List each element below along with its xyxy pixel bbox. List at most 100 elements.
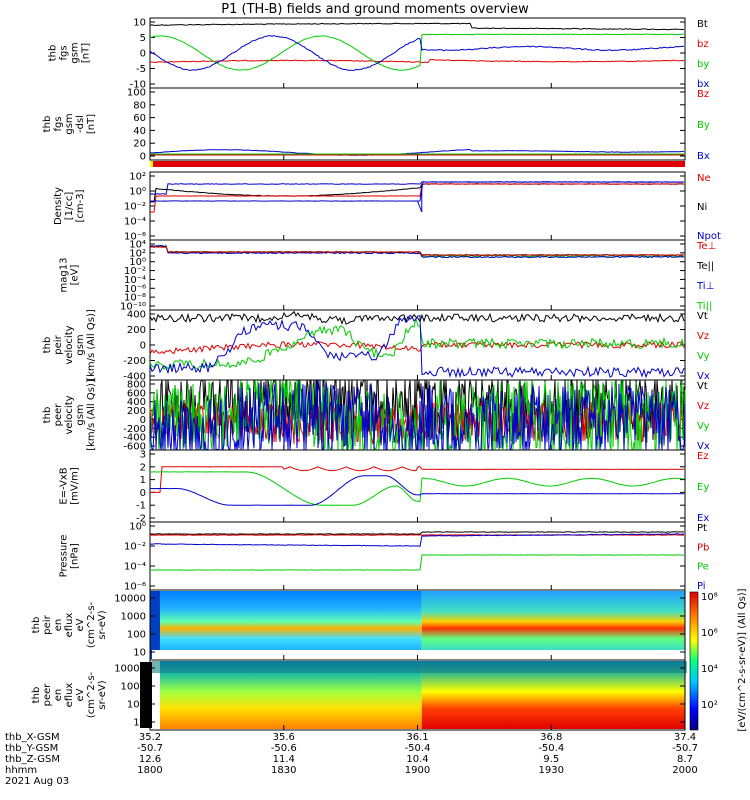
x-tick-label: -50.6 <box>271 743 297 754</box>
y-tick-label: 10⁻⁴ <box>124 217 146 228</box>
y-axis-label: peer <box>53 403 64 427</box>
y-axis-label: peer <box>42 683 53 707</box>
y-axis-label: en <box>53 689 64 702</box>
x-tick-label: 1830 <box>271 765 296 776</box>
legend-entry: Vy <box>697 351 710 362</box>
x-tick-label: 35.2 <box>139 732 161 743</box>
quality-flag-bar-yellow <box>150 161 153 167</box>
y-tick-label: 0 <box>140 488 146 499</box>
x-tick-label: -50.4 <box>538 743 564 754</box>
heatmap-region-1 <box>160 591 422 659</box>
y-tick-label: 0 <box>140 152 146 163</box>
y-tick-label: 20 <box>133 139 146 150</box>
y-axis-label: Density <box>53 187 64 225</box>
series-Pe <box>149 554 684 571</box>
y-tick-label: 200 <box>127 406 146 417</box>
legend-entry: Ti|| <box>696 301 712 312</box>
x-tick-label: -50.7 <box>672 743 698 754</box>
panel-density: 10² 10⁰ 10⁻² 10⁻⁴ 10⁻⁶ Density [1/cc] [cm-3] Ne N… <box>53 171 721 243</box>
x-axis-row-label: thb_Z-GSM <box>5 754 60 765</box>
series-Ey <box>150 471 685 506</box>
y-tick-label: 10⁰ <box>129 522 146 533</box>
series-Vy <box>149 318 685 371</box>
heatmap-top-band <box>152 661 687 673</box>
y-axis-label: peir <box>53 334 64 354</box>
y-axis-label: velocity <box>64 325 75 364</box>
y-tick-label: 10⁻² <box>124 266 146 277</box>
y-tick-label: -10 <box>130 80 146 91</box>
y-axis-label: [km/s (All Qs)] <box>86 309 97 381</box>
series-Ez <box>150 466 684 493</box>
series-Ne <box>149 183 685 213</box>
y-tick-label: 800 <box>127 380 146 391</box>
x-tick-label: 9.5 <box>543 754 559 765</box>
y-axis-label: gsm <box>75 404 86 425</box>
y-tick-label: -2 <box>136 514 146 525</box>
legend-entry: Pe <box>697 562 709 573</box>
y-tick-label: 10⁰ <box>129 187 146 198</box>
legend-entry: Vt <box>697 311 708 322</box>
y-tick-label: 10⁻² <box>124 542 146 553</box>
panel-peir_velocity: 400 200 0 -200 -400 thb peir velocity gsm [km/s (… <box>42 309 710 382</box>
y-axis-label: thb <box>42 116 53 133</box>
colorbar-gradient <box>689 591 699 731</box>
y-tick-label: 10⁻⁴ <box>124 275 146 286</box>
legend-entry: Bx <box>697 151 710 162</box>
y-tick-label: -400 <box>123 433 146 444</box>
y-tick-label: 10² <box>129 248 146 259</box>
legend-entry: Vy <box>697 421 710 432</box>
y-tick-label: 10 <box>133 718 146 729</box>
series-Vz <box>149 341 685 355</box>
x-tick-label: 11.4 <box>273 754 295 765</box>
y-axis-label: eflux <box>64 613 75 638</box>
y-axis-label: eV <box>75 688 86 701</box>
legend-entry: Ni <box>697 202 707 213</box>
y-axis-label: [mV/m] <box>70 467 81 505</box>
panel-peer_eflux: 10000 1000 100 10 thb peer en eflux eV (cm^2-s-sr… <box>31 659 687 731</box>
y-tick-label: 100 <box>127 630 146 641</box>
panel-frame <box>149 449 686 523</box>
y-axis-label: velocity <box>64 395 75 434</box>
y-tick-label: 100 <box>127 700 146 711</box>
colorbar-tick-label: 10² <box>701 700 718 711</box>
legend-entry: bx <box>697 79 709 90</box>
y-tick-label: 10⁻⁸ <box>124 293 146 304</box>
y-axis-label: fgs <box>59 45 70 60</box>
legend-entry: Bz <box>697 89 709 100</box>
series-Bx <box>150 148 684 156</box>
y-tick-label: 10⁰ <box>129 257 146 268</box>
y-axis-label: -dsl <box>75 115 86 133</box>
y-tick-label: 80 <box>133 100 146 111</box>
series-Bt <box>149 22 684 31</box>
y-axis-label: gsm <box>75 334 86 355</box>
panel-frame <box>149 87 686 161</box>
legend-entry: Ex <box>697 513 709 524</box>
y-axis-label: (cm^2-s- <box>86 671 97 718</box>
colorbar-tick-label: 10⁴ <box>701 664 718 675</box>
panel-frame <box>149 239 686 311</box>
y-axis-label: fgs <box>53 116 64 131</box>
series-by <box>149 33 684 71</box>
y-tick-label: 3 <box>140 450 146 461</box>
heatmap-peer_eflux <box>140 661 687 729</box>
legend-entry: Ti⊥ <box>696 281 714 292</box>
heatmap-peir_eflux <box>150 591 687 659</box>
heatmap-blank-band <box>152 650 687 659</box>
x-tick-label: 8.7 <box>677 754 693 765</box>
x-axis-row-label: thb_X-GSM <box>5 732 60 743</box>
y-tick-label: 10⁻¹⁰ <box>120 302 146 313</box>
legend-entry: Pt <box>697 523 707 534</box>
series-bx <box>149 34 685 72</box>
x-tick-label: 37.4 <box>674 732 696 743</box>
series-Pt <box>149 531 684 535</box>
series-Npot-low <box>150 181 685 202</box>
y-tick-label: -400 <box>123 372 146 383</box>
y-tick-label: -200 <box>123 356 146 367</box>
y-tick-label: 400 <box>127 310 146 321</box>
legend-entry: bz <box>697 39 709 50</box>
heatmap-region-2 <box>421 591 685 659</box>
y-tick-label: 2 <box>140 462 146 473</box>
chart-title: P1 (TH-B) fields and ground moments over… <box>221 2 529 17</box>
x-axis-row-label: thb_Y-GSM <box>5 743 58 754</box>
x-axis-date: 2021 Aug 03 <box>5 776 69 787</box>
